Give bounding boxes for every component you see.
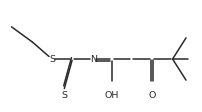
Text: N: N xyxy=(89,55,96,64)
Text: S: S xyxy=(61,91,67,100)
Text: S: S xyxy=(49,55,55,64)
Text: O: O xyxy=(147,91,155,100)
Text: OH: OH xyxy=(104,91,118,100)
